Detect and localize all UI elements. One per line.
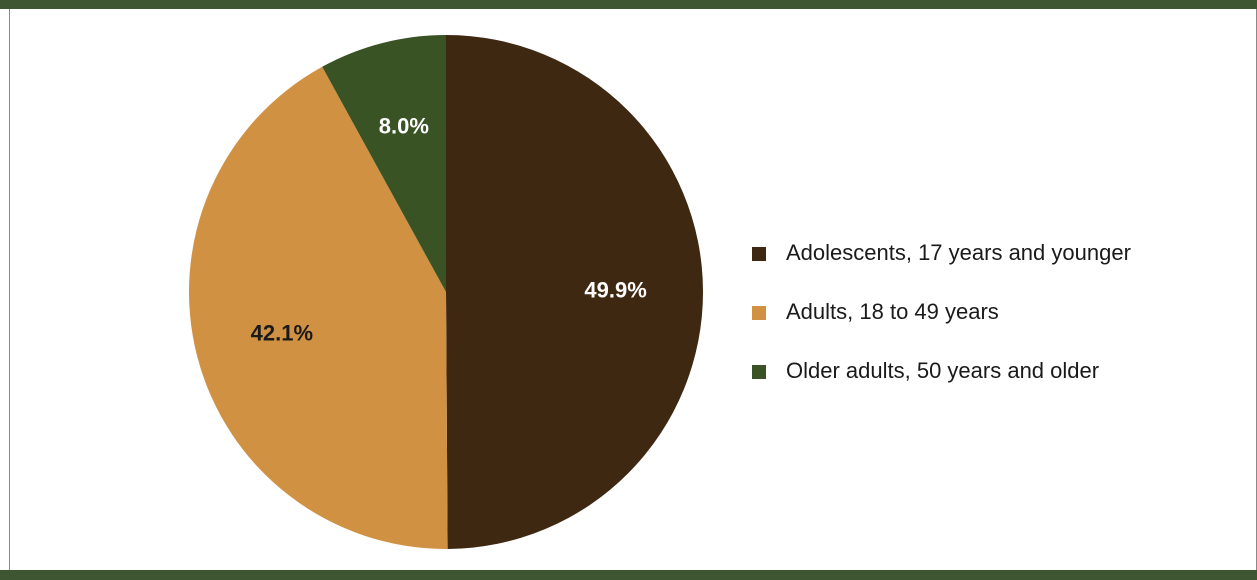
slice-value-label: 8.0% [379, 114, 429, 139]
legend-swatch-older-adults-50-years-and-older [752, 365, 766, 379]
slice-value-label: 49.9% [584, 277, 646, 302]
bottom-accent-band [0, 570, 1257, 580]
legend-label: Older adults, 50 years and older [786, 358, 1099, 383]
legend-label: Adolescents, 17 years and younger [786, 240, 1131, 265]
pie-slice-adolescents-17-years-and-younger [446, 35, 704, 549]
pie-slices [189, 35, 704, 549]
chart-legend: Adolescents, 17 years and younger Adults,… [752, 240, 1131, 383]
legend-swatch-adults-18-to-49-years [752, 306, 766, 320]
left-border [9, 9, 10, 570]
pie-slice-older-adults-50-years-and-older [322, 35, 446, 292]
legend-label: Adults, 18 to 49 years [786, 299, 999, 324]
pie-slice-labels: 49.9% 42.1% 8.0% [251, 114, 647, 346]
slice-value-label: 42.1% [251, 321, 313, 346]
pie-slice-adults-18-to-49-years [189, 66, 448, 549]
top-accent-band [0, 0, 1257, 9]
legend-swatch-adolescents-17-years-and-younger [752, 247, 766, 261]
